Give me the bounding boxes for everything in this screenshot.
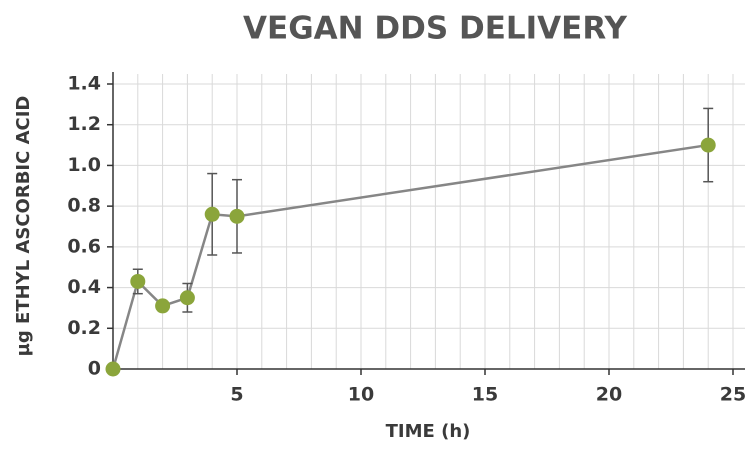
- y-tick-label: 0: [88, 358, 101, 380]
- y-tick-label: 0.8: [67, 195, 101, 217]
- data-point: [105, 361, 121, 377]
- y-tick-label: 1.0: [67, 154, 101, 176]
- y-axis-label: µg ETHYL ASCORBIC ACID: [13, 96, 34, 357]
- data-point: [179, 290, 195, 306]
- data-point: [130, 273, 146, 289]
- data-point: [204, 206, 220, 222]
- x-tick-label: 15: [472, 384, 498, 406]
- x-tick-label: 20: [596, 384, 622, 406]
- y-tick-label: 0.6: [67, 235, 101, 257]
- x-tick-label: 25: [720, 384, 745, 406]
- data-point: [229, 208, 245, 224]
- y-tick-label: 0.2: [67, 317, 101, 339]
- x-tick-label: 5: [230, 384, 243, 406]
- chart-title: VEGAN DDS DELIVERY: [243, 11, 627, 47]
- y-tick-label: 1.4: [67, 73, 101, 95]
- y-tick-label: 0.4: [67, 276, 101, 298]
- data-point: [700, 137, 716, 153]
- data-point: [155, 298, 171, 314]
- x-tick-label: 10: [348, 384, 374, 406]
- y-tick-label: 1.2: [67, 113, 101, 135]
- x-axis-label: TIME (h): [386, 421, 471, 442]
